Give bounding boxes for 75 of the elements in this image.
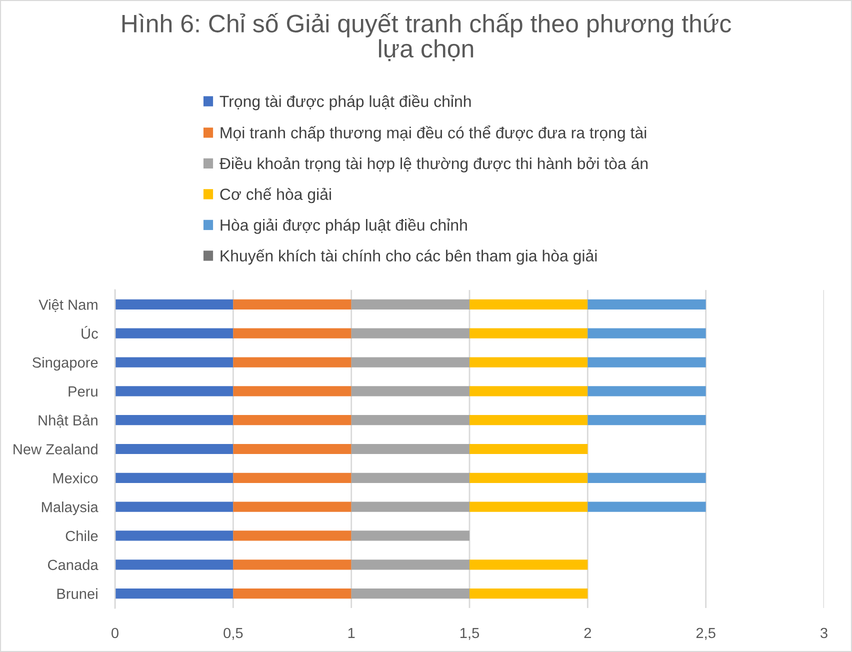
bar bbox=[233, 415, 352, 426]
y-tick-label: Malaysia bbox=[42, 502, 98, 516]
bar bbox=[470, 472, 588, 483]
bar bbox=[351, 386, 470, 396]
bar bbox=[115, 530, 234, 541]
bar bbox=[351, 560, 470, 570]
bar bbox=[351, 588, 470, 599]
chart-title: Hình 6: Chỉ số Giải quyết tranh chấp theo phương thức lựa chọn bbox=[122, 13, 732, 62]
legend-label: Trọng tài được pháp luật điều chỉnh bbox=[220, 94, 471, 110]
bar bbox=[233, 299, 352, 310]
bar bbox=[233, 444, 352, 454]
bar bbox=[115, 299, 234, 310]
x-tick-label: 0,5 bbox=[224, 628, 243, 640]
bar bbox=[470, 299, 588, 310]
y-tick-label: New Zealand bbox=[14, 444, 98, 454]
bar bbox=[470, 386, 588, 396]
bar bbox=[588, 415, 706, 426]
y-tick-label: Chile bbox=[66, 530, 98, 542]
bar bbox=[470, 560, 588, 570]
bar bbox=[351, 444, 470, 454]
bar bbox=[233, 328, 352, 338]
x-tick-label: 0 bbox=[112, 628, 118, 638]
bar bbox=[588, 328, 706, 338]
x-tick-label: 2,5 bbox=[696, 628, 716, 640]
bar bbox=[588, 299, 706, 310]
y-tick-label: Việt Nam bbox=[38, 299, 98, 312]
bar bbox=[470, 444, 588, 454]
y-tick-label: Brunei bbox=[57, 588, 98, 599]
x-tick-label: 1,5 bbox=[460, 628, 480, 640]
y-tick-label: Canada bbox=[48, 559, 98, 570]
bar bbox=[115, 472, 234, 483]
bar bbox=[233, 472, 352, 483]
bar bbox=[588, 502, 706, 512]
bar bbox=[115, 415, 234, 426]
legend-label: Mọi tranh chấp thương mại đều có thể được đưa ra trọng tài bbox=[220, 125, 646, 142]
bar bbox=[588, 386, 706, 396]
bar bbox=[588, 472, 706, 483]
bar bbox=[115, 357, 234, 368]
bar bbox=[233, 357, 352, 368]
bar bbox=[233, 588, 352, 599]
x-tick-label: 1 bbox=[348, 628, 355, 638]
legend-label: Hòa giải được pháp luật điều chỉnh bbox=[220, 218, 467, 234]
bar bbox=[470, 357, 588, 368]
legend-label: Điều khoản trọng tài hợp lệ thường được thi hành bởi tòa án bbox=[220, 156, 648, 172]
bar bbox=[115, 588, 234, 599]
legend-label: Cơ chế hòa giải bbox=[220, 188, 331, 204]
bar bbox=[115, 386, 234, 396]
y-tick-label: Peru bbox=[68, 386, 98, 397]
bar bbox=[115, 444, 234, 454]
bar bbox=[470, 588, 588, 599]
y-tick-label: Úc bbox=[82, 326, 98, 339]
bar bbox=[470, 415, 588, 426]
bar bbox=[233, 502, 352, 512]
y-tick-label: Nhật Bản bbox=[38, 414, 98, 428]
x-tick-label: 3 bbox=[820, 628, 828, 638]
bar bbox=[233, 386, 352, 396]
bar bbox=[115, 502, 234, 512]
bar bbox=[588, 357, 706, 368]
bar bbox=[115, 328, 234, 338]
bar bbox=[351, 472, 470, 483]
bar bbox=[351, 299, 470, 310]
bar bbox=[115, 560, 234, 570]
bar bbox=[470, 328, 588, 338]
bar bbox=[233, 560, 352, 570]
y-tick-label: Mexico bbox=[53, 472, 98, 484]
bar bbox=[351, 415, 470, 426]
y-tick-label: Singapore bbox=[32, 356, 98, 371]
legend-label: Khuyến khích tài chính cho các bên tham gia hòa giải bbox=[220, 249, 597, 265]
bar bbox=[351, 357, 470, 368]
x-tick-label: 2 bbox=[584, 628, 591, 638]
bar bbox=[233, 530, 352, 541]
bar bbox=[351, 502, 470, 512]
bar bbox=[470, 502, 588, 512]
bar bbox=[351, 530, 470, 541]
bar bbox=[351, 328, 470, 338]
